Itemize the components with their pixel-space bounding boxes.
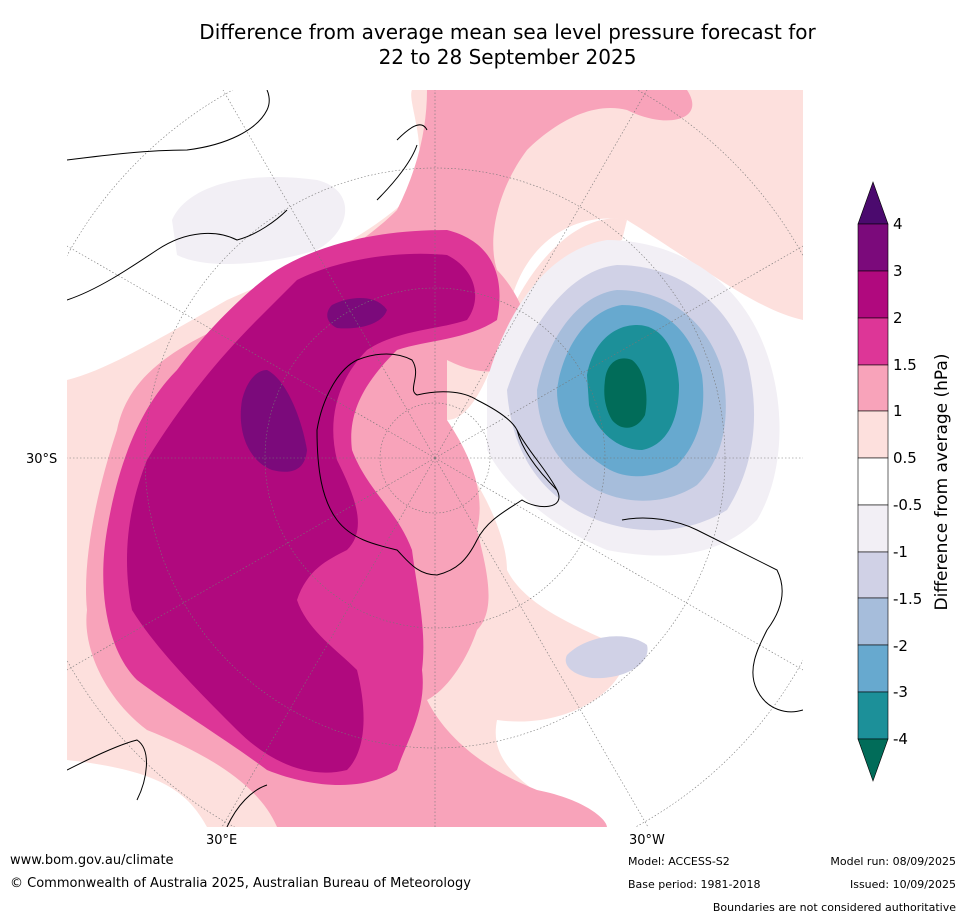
website-link[interactable]: www.bom.gov.au/climate [10,853,174,868]
colorbar-title: Difference from average (hPa) [932,353,952,611]
anomaly-region-2-to-3 [127,253,476,773]
copyright-text: © Commonwealth of Australia 2025, Austra… [10,876,471,891]
anomaly-region-3-to-4-west [240,370,307,472]
colorbar-swatch-1.5-to-2 [857,317,889,366]
australia-coastline [67,90,288,301]
colorbar-swatch-2-to-3 [857,270,889,319]
colorbar-swatch-1-to-1.5 [857,364,889,412]
south-america-coastline [621,517,803,713]
antarctica-coastline [316,353,560,576]
antarctic-peninsula-coastline [516,429,558,491]
colorbar-tick-0.5: 0.5 [893,449,917,467]
new-zealand-coastline [376,124,428,201]
title-line-1: Difference from average mean sea level p… [199,20,816,44]
colorbar-swatch-3-to-4 [857,223,889,272]
colorbar-tick-1: 1 [893,402,903,420]
model-text: Model: ACCESS-S2 [628,855,730,868]
graticule [67,90,803,827]
colorbar-swatch-neg-1-to-neg-1.5 [857,551,889,599]
anomaly-region-3-to-4-north [327,298,387,329]
anomaly-region-neg-patch-south [565,636,648,679]
model-run-text: Model run: 08/09/2025 [830,855,956,868]
title-line-2: 22 to 28 September 2025 [378,45,637,69]
colorbar-swatch-neg-2-to-neg-3 [857,644,889,693]
coastlines [67,90,803,827]
colorbar-tick-3: 3 [893,262,903,280]
disclaimer-text: Boundaries are not considered authoritat… [712,901,956,914]
colorbar-tick-neg-0.5: -0.5 [893,496,923,514]
lat-label-30s: 30°S [26,452,58,467]
africa-coastline [67,739,268,827]
issued-text: Issued: 10/09/2025 [849,878,956,891]
colorbar-tick-4: 4 [893,215,903,233]
colorbar [857,181,889,782]
colorbar-swatch-neutral [857,457,889,506]
colorbar-tick-neg-1.5: -1.5 [893,590,923,608]
anomaly-region-below-neg-4 [604,358,647,428]
colorbar-tick-2: 2 [893,309,903,327]
colorbar-swatch-neg-0.5-to-neg-1 [857,504,889,553]
colorbar-extension-top [857,181,889,225]
map-canvas [67,90,803,827]
colorbar-swatch-0.5-to-1 [857,410,889,459]
colorbar-swatch-neg-3-to-neg-4 [857,691,889,740]
colorbar-tick-1.5: 1.5 [893,356,917,374]
colorbar-extension-bottom [857,738,889,782]
anomaly-region-neg-patch-north [172,176,346,265]
colorbar-tick-neg-1: -1 [893,543,908,561]
colorbar-swatch-neg-1.5-to-neg-2 [857,597,889,646]
lon-label-30e: 30°E [206,833,238,848]
lon-label-30w: 30°W [629,833,665,848]
base-period-text: Base period: 1981-2018 [628,878,761,891]
colorbar-tick-neg-2: -2 [893,637,908,655]
colorbar-tick-neg-3: -3 [893,683,908,701]
colorbar-tick-neg-4: -4 [893,730,908,748]
chart-title: Difference from average mean sea level p… [140,20,875,70]
pressure-anomaly-map [67,90,803,827]
